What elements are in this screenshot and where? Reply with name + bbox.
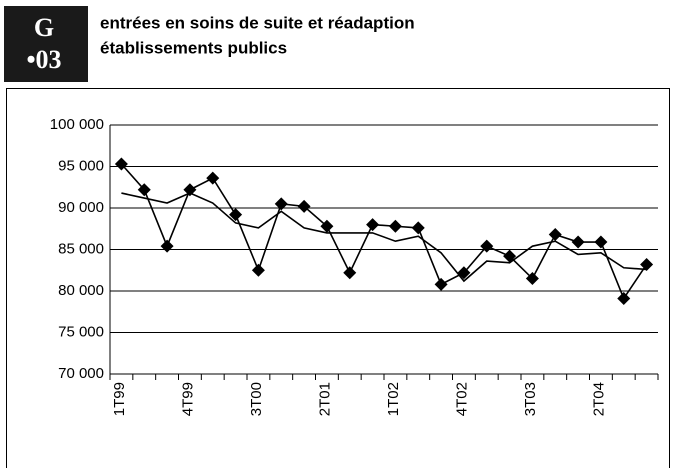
series-line [121, 192, 647, 283]
y-tick-label: 80 000 [58, 282, 104, 299]
y-tick-label: 95 000 [58, 157, 104, 174]
point-marker [503, 249, 517, 263]
point-marker [571, 235, 585, 249]
x-tick-label: 2T04 [590, 382, 607, 416]
point-marker [160, 239, 174, 253]
x-tick-label: 4T02 [453, 382, 470, 416]
y-tick-label: 70 000 [58, 365, 104, 382]
point-marker [434, 277, 448, 291]
point-marker [114, 157, 128, 171]
code-number: •03 [26, 45, 61, 74]
point-marker [640, 257, 654, 271]
point-marker [366, 218, 380, 232]
point-marker [320, 219, 334, 233]
point-marker [137, 183, 151, 197]
point-marker [548, 228, 562, 242]
x-tick-label: 1T99 [111, 382, 128, 416]
x-tick-label: 3T00 [248, 382, 265, 416]
point-marker [411, 221, 425, 235]
point-marker [183, 183, 197, 197]
y-tick-label: 75 000 [58, 323, 104, 340]
point-marker [617, 291, 631, 305]
series-line [120, 163, 648, 301]
point-marker [525, 272, 539, 286]
point-marker [229, 208, 243, 222]
x-tick-label: 4T99 [179, 382, 196, 416]
y-tick-label: 90 000 [58, 199, 104, 216]
point-marker [206, 171, 220, 185]
code-box [4, 6, 88, 82]
x-tick-label: 1T02 [385, 382, 402, 416]
point-marker [480, 239, 494, 253]
y-tick-label: 100 000 [50, 116, 104, 133]
point-marker [594, 235, 608, 249]
point-marker [251, 263, 265, 277]
x-tick-label: 2T01 [316, 382, 333, 416]
point-marker [343, 266, 357, 280]
x-tick-label: 3T03 [522, 382, 539, 416]
frame [6, 88, 670, 468]
point-marker [388, 219, 402, 233]
chart-title: entrées en soins de suite et réadaption [100, 13, 415, 32]
y-tick-label: 85 000 [58, 240, 104, 257]
chart-subtitle: établissements publics [100, 38, 287, 57]
point-marker [297, 199, 311, 213]
code-letter: G [34, 13, 54, 42]
point-marker [274, 197, 288, 211]
